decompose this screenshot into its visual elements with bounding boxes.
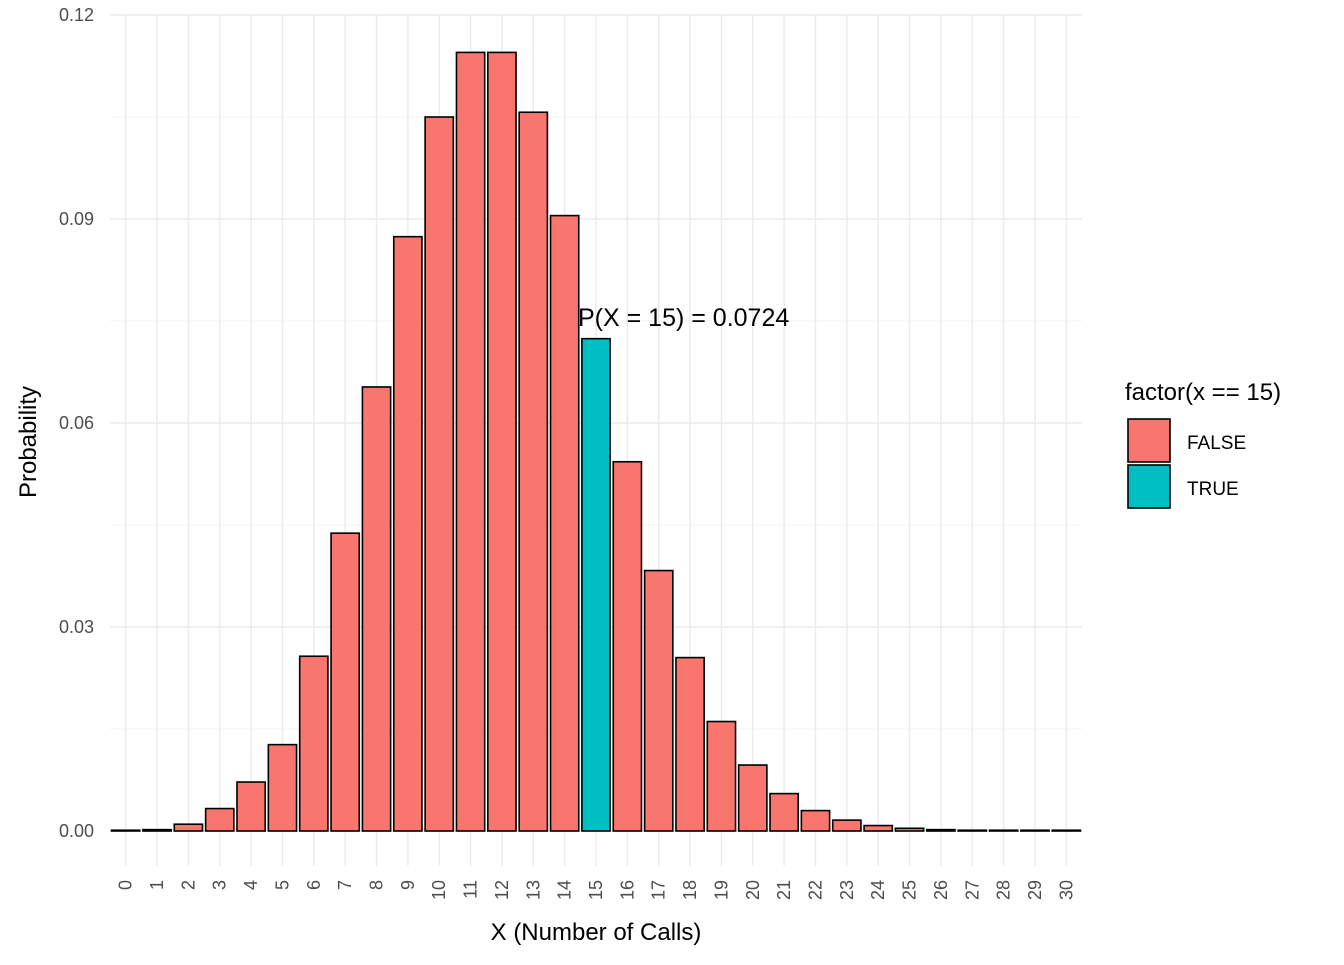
x-tick-label: 29 [1025,880,1045,900]
x-axis-title: X (Number of Calls) [491,919,702,946]
y-tick-label: 0.06 [59,413,94,433]
bar-14 [549,214,580,832]
x-tick-label: 30 [1056,880,1076,900]
x-tick-label: 18 [680,880,700,900]
bar-28 [988,829,1019,832]
legend-label-false: FALSE [1187,433,1246,454]
x-tick-label: 21 [774,880,794,900]
bar-15 [581,337,611,832]
y-tick-label: 0.00 [59,821,94,841]
bar-10 [424,116,455,832]
bar-2 [173,823,204,832]
bar-0 [110,829,141,832]
y-tick-label: 0.03 [59,617,94,637]
x-tick-label: 7 [335,880,355,890]
x-tick-label: 17 [649,880,669,900]
bar-11 [455,51,486,832]
x-tick-label: 20 [743,880,763,900]
bar-4 [236,781,267,832]
bar-29 [1020,829,1050,832]
x-tick-label: 22 [805,880,825,900]
x-tick-label: 10 [429,880,449,900]
x-tick-label: 6 [304,880,324,890]
x-tick-label: 19 [711,880,731,900]
x-tick-label: 24 [868,880,888,900]
x-tick-label: 25 [900,880,920,900]
x-tick-label: 11 [461,880,481,899]
y-axis-title: Probability [15,386,42,498]
bar-3 [204,807,235,832]
bar-27 [957,829,988,832]
bar-25 [894,827,925,832]
x-tick-label: 0 [116,880,136,890]
legend-title: factor(x == 15) [1125,379,1281,406]
bar-22 [800,809,831,832]
x-tick-label: 3 [210,880,230,890]
bar-23 [831,819,862,832]
bar-8 [361,386,392,832]
bar-7 [330,532,361,832]
legend: factor(x == 15) FALSE TRUE [1125,379,1281,509]
x-tick-label: 8 [367,880,387,890]
x-tick-label: 16 [617,880,637,900]
bar-1 [142,828,172,832]
x-axis-ticks: 0 1 2 3 4 5 6 7 8 9 10 11 12 13 14 15 16 17 18 19 20 21 22 23 24… [116,880,1077,900]
bar-19 [706,720,737,832]
x-tick-label: 5 [272,880,292,890]
y-tick-label: 0.12 [59,5,94,25]
x-tick-label: 12 [492,880,512,900]
bar-18 [675,656,705,832]
y-tick-label: 0.09 [59,209,94,229]
bar-24 [863,824,894,832]
legend-swatch-true [1127,464,1171,509]
bar-5 [267,743,298,832]
bar-9 [392,235,423,832]
x-tick-label: 1 [147,880,167,890]
x-tick-label: 15 [586,880,606,900]
x-tick-label: 28 [994,880,1014,900]
y-axis-ticks: 0.00 0.03 0.06 0.09 0.12 [59,5,94,841]
x-tick-label: 13 [523,880,543,900]
bar-12 [487,51,517,832]
x-tick-label: 14 [555,880,575,900]
bar-21 [769,792,800,832]
bar-20 [737,764,768,832]
legend-swatch-false [1127,418,1171,463]
bar-30 [1051,829,1082,832]
x-tick-label: 27 [962,880,982,900]
x-tick-label: 9 [398,880,418,890]
bar-16 [612,460,643,832]
x-tick-label: 2 [178,880,198,890]
x-tick-label: 26 [931,880,951,900]
x-tick-label: 23 [837,880,857,900]
legend-label-true: TRUE [1187,479,1239,500]
bar-17 [643,569,674,832]
bar-26 [925,828,956,832]
bar-6 [298,655,329,832]
bar-13 [518,111,549,832]
x-tick-label: 4 [241,880,261,890]
bars [110,51,1082,832]
annotation-label: P(X = 15) = 0.0724 [578,304,789,332]
